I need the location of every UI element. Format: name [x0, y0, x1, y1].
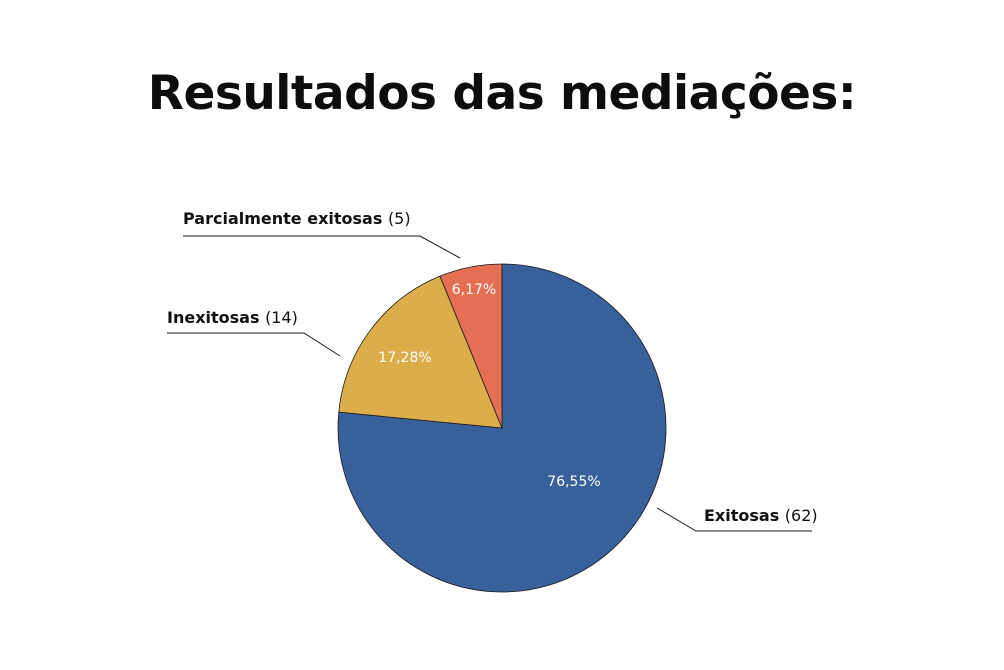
- pie-slice-inexitosas: [338, 275, 503, 429]
- category-count: (5): [388, 209, 411, 228]
- category-name: Inexitosas: [167, 308, 265, 327]
- category-name: Parcialmente exitosas: [183, 209, 388, 228]
- pie-slice-parcialmente-exitosas: [439, 263, 503, 429]
- leader-line-exitosas: [656, 507, 812, 532]
- percent-label-parcialmente-exitosas: 6,17%: [452, 282, 496, 298]
- category-name: Exitosas: [704, 506, 785, 525]
- percent-label-exitosas: 76,55%: [547, 474, 600, 490]
- percent-label-inexitosas: 17,28%: [378, 350, 431, 366]
- category-label-inexitosas: Inexitosas (14): [167, 308, 298, 327]
- chart-title: Resultados das mediações:: [147, 66, 857, 121]
- category-label-exitosas: Exitosas (62): [704, 506, 818, 525]
- category-count: (62): [785, 506, 818, 525]
- category-count: (14): [265, 308, 298, 327]
- leader-line-inexitosas: [167, 332, 341, 357]
- category-label-parcialmente-exitosas: Parcialmente exitosas (5): [183, 209, 411, 228]
- leader-line-parcialmente-exitosas: [183, 235, 461, 259]
